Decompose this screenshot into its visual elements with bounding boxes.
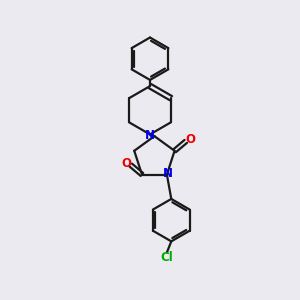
Text: O: O bbox=[122, 157, 132, 170]
Text: N: N bbox=[145, 129, 155, 142]
Text: O: O bbox=[185, 134, 195, 146]
Text: N: N bbox=[163, 167, 173, 180]
Text: Cl: Cl bbox=[160, 251, 173, 264]
